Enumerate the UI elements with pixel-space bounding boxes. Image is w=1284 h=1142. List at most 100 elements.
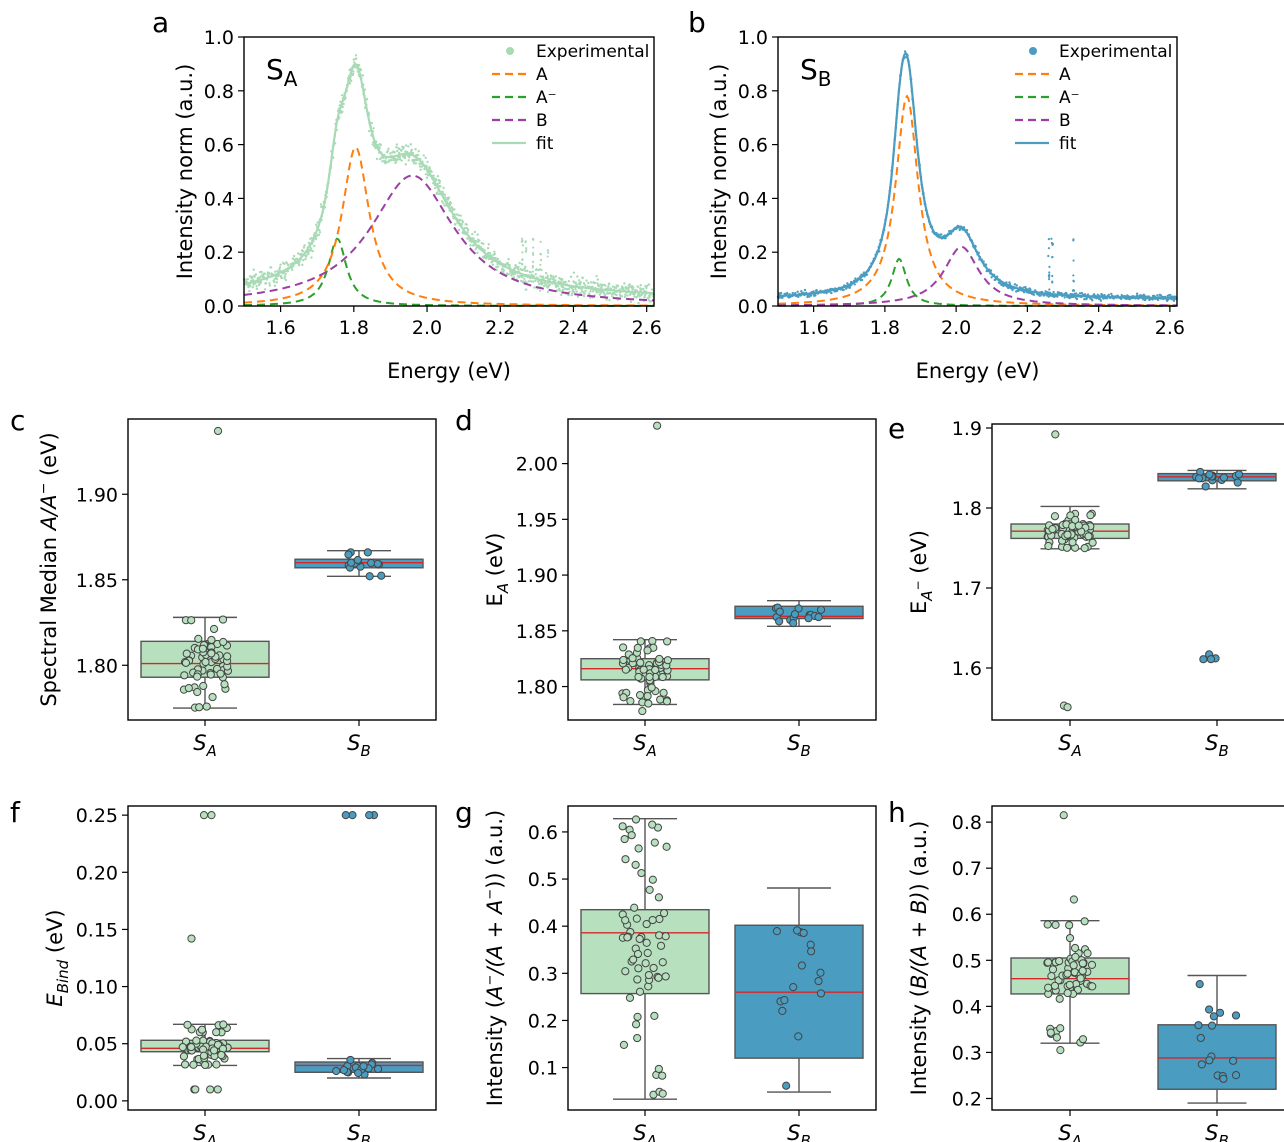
- experimental-point: [390, 158, 393, 162]
- y-axis-label: Spectral Median A/A− (eV): [36, 432, 61, 706]
- data-point: [658, 1071, 667, 1080]
- y-label-part: −: [36, 483, 52, 495]
- experimental-point: [520, 240, 523, 243]
- experimental-point: [398, 155, 401, 159]
- experimental-point: [457, 213, 460, 217]
- experimental-point: [248, 289, 251, 293]
- iqr-box: [1157, 1024, 1277, 1090]
- experimental-point: [264, 281, 268, 285]
- plot-frame: [243, 36, 655, 307]
- experimental-point: [650, 288, 654, 291]
- experimental-point: [279, 263, 282, 266]
- experimental-point: [251, 285, 255, 289]
- y-tick-label: 1.95: [516, 509, 558, 531]
- experimental-point: [546, 274, 549, 277]
- y-tick-label: 0.3: [528, 963, 558, 985]
- data-points: [1192, 467, 1244, 664]
- data-point: [1047, 971, 1056, 981]
- experimental-point: [546, 290, 550, 294]
- experimental-point: [621, 286, 625, 290]
- data-point: [1231, 1071, 1241, 1080]
- experimental-point: [268, 284, 272, 287]
- experimental-point: [524, 269, 527, 273]
- experimental-point: [382, 156, 385, 159]
- data-point: [643, 646, 652, 655]
- experimental-point: [1051, 255, 1054, 259]
- experimental-point: [854, 277, 857, 280]
- data-point: [634, 672, 643, 682]
- experimental-point: [587, 281, 590, 285]
- data-point: [187, 1042, 196, 1052]
- data-point: [344, 550, 353, 559]
- experimental-point: [1091, 299, 1094, 302]
- experimental-point: [437, 192, 440, 195]
- experimental-point: [491, 263, 495, 266]
- data-point: [201, 657, 210, 667]
- x-tick-label: 2.6: [632, 317, 662, 339]
- box-SA: [580, 815, 710, 1100]
- x-tick-label: 1.6: [265, 317, 295, 339]
- experimental-point: [497, 265, 500, 268]
- data-point: [189, 1060, 198, 1069]
- data-point: [639, 665, 648, 674]
- data-point: [1196, 1033, 1205, 1043]
- experimental-point: [365, 97, 369, 101]
- experimental-point: [529, 280, 533, 283]
- data-point: [1080, 544, 1089, 553]
- experimental-point: [396, 149, 399, 153]
- experimental-point: [351, 72, 355, 76]
- panel-e: SA SB1.61.71.81.9EA− (eV): [907, 418, 1284, 760]
- experimental-point: [259, 280, 263, 284]
- legend-label: fit: [1059, 134, 1077, 154]
- experimental-point: [546, 255, 549, 258]
- data-point: [1063, 969, 1072, 978]
- experimental-point: [387, 147, 390, 150]
- experimental-point: [257, 283, 261, 287]
- experimental-point: [459, 214, 462, 217]
- experimental-point: [348, 82, 352, 85]
- experimental-point: [1156, 298, 1160, 302]
- data-point: [1055, 994, 1064, 1003]
- experimental-point: [538, 289, 542, 292]
- experimental-point: [407, 159, 410, 162]
- experimental-point: [574, 281, 577, 285]
- data-point: [621, 916, 630, 925]
- data-point: [195, 703, 204, 712]
- y-tick-label: 0.8: [738, 81, 768, 103]
- data-point: [1207, 1021, 1217, 1030]
- experimental-point: [549, 277, 552, 281]
- data-point: [650, 1011, 659, 1020]
- outlier-point: [191, 1085, 200, 1094]
- legend-label: A: [536, 65, 548, 85]
- experimental-point: [529, 271, 532, 274]
- x-category-sub: A: [1071, 742, 1082, 760]
- data-point: [648, 875, 657, 884]
- data-point: [643, 948, 652, 958]
- data-point: [223, 652, 232, 661]
- data-points: [771, 603, 826, 628]
- x-category-sub: B: [361, 742, 371, 760]
- data-point: [659, 688, 668, 697]
- data-point: [663, 637, 672, 646]
- experimental-point: [318, 228, 321, 232]
- experimental-point: [527, 280, 530, 283]
- y-axis-label: EA− (eV): [907, 530, 936, 614]
- x-category-label: SB: [787, 1121, 811, 1142]
- experimental-point: [1015, 284, 1018, 287]
- experimental-point: [576, 295, 580, 298]
- experimental-point: [251, 275, 254, 278]
- experimental-point: [830, 291, 833, 295]
- data-point: [656, 941, 666, 950]
- experimental-point: [1051, 274, 1054, 278]
- experimental-point: [1048, 288, 1051, 291]
- experimental-point: [1048, 273, 1051, 277]
- data-point: [209, 624, 219, 634]
- experimental-point: [457, 228, 461, 232]
- data-point: [633, 975, 642, 984]
- x-category-label: SA: [1058, 731, 1082, 760]
- experimental-point: [450, 206, 454, 210]
- x-category-label: SA: [193, 1121, 217, 1142]
- experimental-point: [615, 293, 618, 297]
- experimental-point: [404, 144, 408, 147]
- data-point: [1065, 980, 1074, 989]
